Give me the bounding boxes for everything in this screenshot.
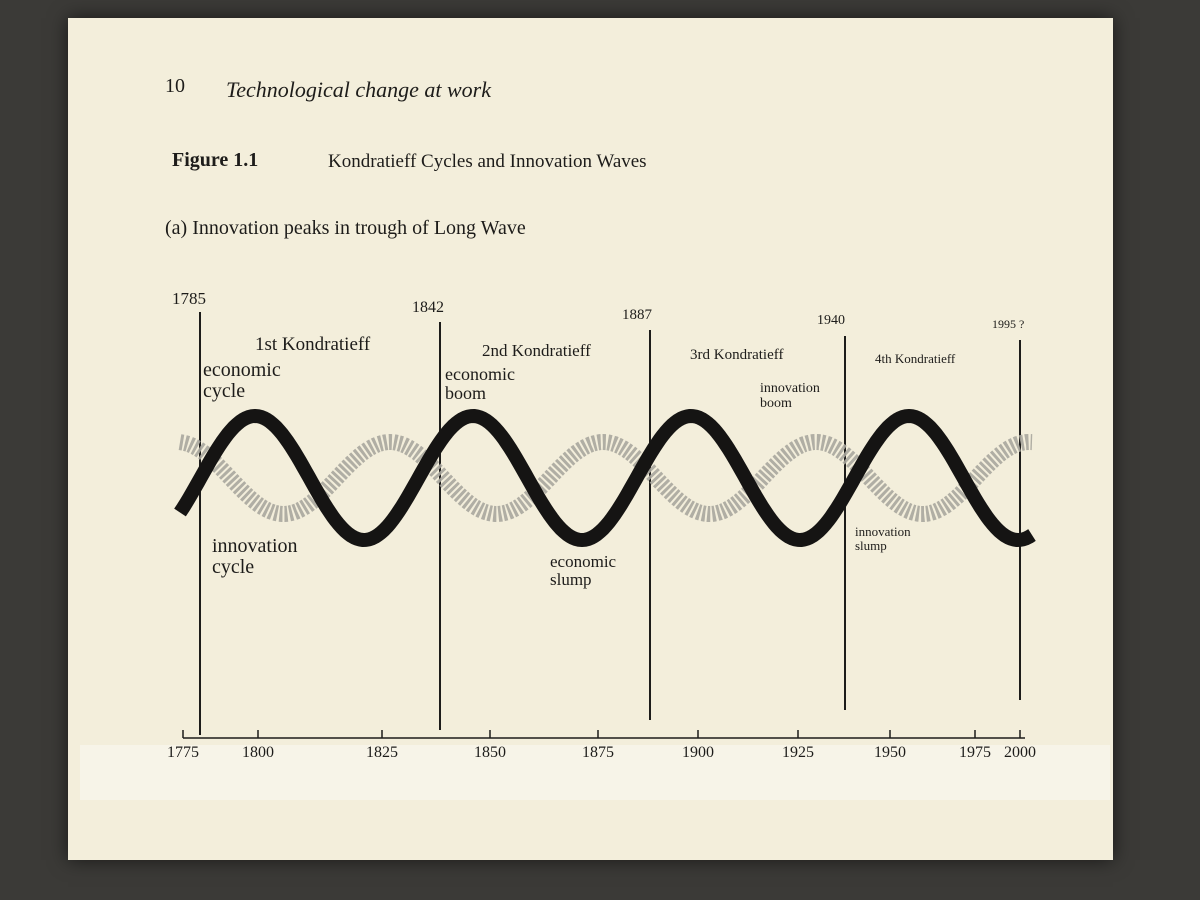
- annotation: economic boom: [445, 364, 515, 403]
- wave-name: 1st Kondratieff: [255, 334, 371, 355]
- axis-year: 2000: [1004, 744, 1036, 761]
- boundary-year: 1940: [817, 313, 845, 328]
- annotation: innovation cycle: [212, 535, 298, 578]
- figure-subtitle: (a) Innovation peaks in trough of Long W…: [165, 217, 526, 239]
- wave-name: 3rd Kondratieff: [690, 347, 784, 363]
- boundary-year: 1785: [172, 289, 206, 308]
- axis-year: 1925: [782, 744, 814, 761]
- wave-name: 2nd Kondratieff: [482, 341, 591, 360]
- annotation: innovation boom: [760, 381, 820, 411]
- axis-year: 1900: [682, 744, 714, 761]
- wave-name: 4th Kondratieff: [875, 351, 956, 366]
- annotation: economic cycle: [203, 359, 281, 402]
- axis-year: 1950: [874, 744, 906, 761]
- annotation: innovation slump: [855, 524, 911, 553]
- running-title: Technological change at work: [226, 77, 491, 102]
- axis-year: 1800: [242, 744, 274, 761]
- axis-year: 1975: [959, 744, 991, 761]
- economic-cycle: [174, 409, 1036, 547]
- page-strip: [80, 745, 1110, 800]
- boundary-year: 1995 ?: [992, 317, 1025, 331]
- axis-year: 1775: [167, 744, 199, 761]
- boundary-year: 1842: [412, 299, 444, 316]
- figure-title: Kondratieff Cycles and Innovation Waves: [328, 151, 647, 172]
- axis-year: 1825: [366, 744, 398, 761]
- page-number: 10: [165, 75, 185, 97]
- axis-year: 1850: [474, 744, 506, 761]
- figure-label: Figure 1.1: [172, 149, 259, 171]
- boundary-year: 1887: [622, 307, 652, 323]
- axis-year: 1875: [582, 744, 614, 761]
- annotation: economic slump: [550, 552, 617, 589]
